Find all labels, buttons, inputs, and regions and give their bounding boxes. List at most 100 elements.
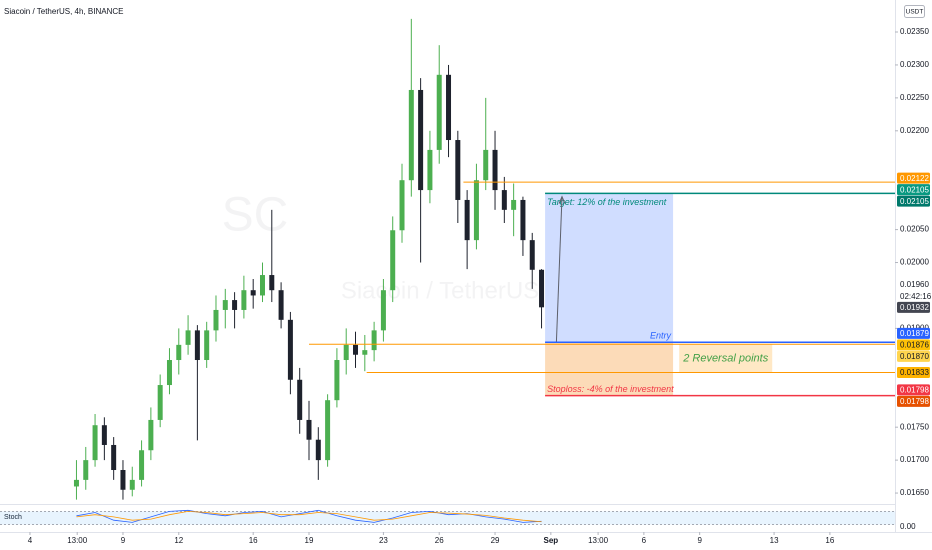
candle-body [306, 419, 312, 440]
stoch-tick-label: 0.00 [900, 522, 916, 531]
candle-body [325, 400, 331, 461]
candle-body [501, 190, 507, 210]
x-tick-label: 6 [642, 536, 647, 545]
candle-body [73, 479, 79, 487]
price-label: 0.02105 [900, 185, 929, 194]
price-label: 0.01879 [900, 329, 929, 338]
candle-body [371, 330, 377, 351]
price-label-bg [897, 367, 930, 379]
stoch-title: Stoch [4, 514, 22, 521]
candle-body [520, 199, 526, 241]
price-label-bg [897, 384, 930, 396]
y-tick-label: 0.02200 [900, 126, 929, 135]
y-tick-label: 0.01750 [900, 422, 929, 431]
candle-body [511, 199, 517, 210]
candle-body [399, 180, 405, 231]
candle-body [343, 344, 349, 361]
candle-body [353, 344, 359, 355]
entry-label: Entry [650, 331, 672, 341]
candle-body [176, 344, 182, 361]
currency-box[interactable] [904, 5, 925, 18]
x-tick-label: 29 [491, 536, 500, 545]
stoch-d [76, 510, 542, 523]
candle-body [111, 444, 117, 471]
y-tick-label: 0.02000 [900, 258, 929, 267]
price-label-bg [897, 301, 930, 313]
y-tick-label: 0.02350 [900, 27, 929, 36]
candle-body [473, 180, 479, 241]
price-label: 0.01876 [900, 340, 929, 349]
candle-body [101, 425, 107, 445]
candle-body [259, 275, 265, 296]
price-label-bg [897, 195, 930, 207]
candle-body [139, 450, 145, 480]
stop-zone [545, 342, 674, 396]
arrow-head [558, 195, 566, 204]
arrow-shaft [555, 196, 563, 342]
candle-body [464, 199, 470, 241]
candle-body [483, 149, 489, 181]
price-label: 0.01870 [900, 352, 929, 361]
zone-label: 2 Reversal points [682, 352, 768, 364]
candle-body [213, 309, 219, 331]
candle-body [129, 479, 135, 490]
candle-body [278, 290, 284, 320]
candle-body [83, 460, 89, 480]
candle-body [232, 300, 238, 310]
y-tick-label: 0.02300 [900, 60, 929, 69]
target-label: Target: 12% of the investment [547, 197, 667, 207]
candle-body [297, 379, 303, 420]
candle-body [204, 330, 210, 361]
price-label: 0.01798 [900, 397, 929, 406]
price-label-bg [897, 172, 930, 184]
candle-body [287, 319, 293, 380]
y-tick-label: 0.02250 [900, 93, 929, 102]
x-tick-label: 13 [770, 536, 779, 545]
candle-body [250, 290, 256, 296]
price-label: 0.01833 [900, 368, 929, 377]
candle-body [427, 149, 433, 191]
candle-body [157, 385, 163, 420]
x-tick-label: 26 [435, 536, 444, 545]
price-label: 0.02105 [900, 197, 929, 206]
price-label-bg [897, 395, 930, 407]
candle-body [446, 74, 452, 141]
candle-body [418, 89, 424, 191]
y-tick-label: 0.01700 [900, 455, 929, 464]
x-tick-label: 16 [825, 536, 834, 545]
chart-title: Siacoin / TetherUS, 4h, BINANCE [4, 7, 123, 16]
y-tick-label: 0.02050 [900, 225, 929, 234]
candle-body [492, 149, 498, 191]
candle-body [166, 360, 172, 386]
candle-body [269, 275, 275, 291]
x-tick-label: 4 [28, 536, 33, 545]
countdown-time: 02:42:16 [900, 292, 932, 301]
x-tick-label: 12 [174, 536, 183, 545]
x-tick-label: 19 [305, 536, 314, 545]
y-tick-label: 0.01650 [900, 488, 929, 497]
candle-body [334, 360, 340, 401]
x-tick-label: 13:00 [588, 536, 609, 545]
price-label-bg [897, 350, 930, 362]
x-tick-label: 13:00 [67, 536, 88, 545]
stop-label: Stoploss: -4% of the investment [547, 384, 674, 394]
candle-body [362, 350, 368, 355]
countdown-price: 0.01960 [900, 280, 929, 289]
currency[interactable]: USDT [906, 9, 924, 16]
price-label-bg [897, 184, 930, 196]
candle-body [194, 330, 200, 361]
candle-body [148, 419, 154, 451]
watermark-symbol: SC [222, 189, 289, 242]
candle-body [455, 140, 461, 200]
x-tick-label: 23 [379, 536, 388, 545]
candle-body [222, 300, 228, 310]
candle-body [185, 330, 191, 345]
candle-body [380, 290, 386, 331]
candle-body [529, 240, 535, 270]
candle-body [539, 269, 545, 308]
target-zone [545, 193, 674, 343]
x-tick-label: 9 [697, 536, 702, 545]
